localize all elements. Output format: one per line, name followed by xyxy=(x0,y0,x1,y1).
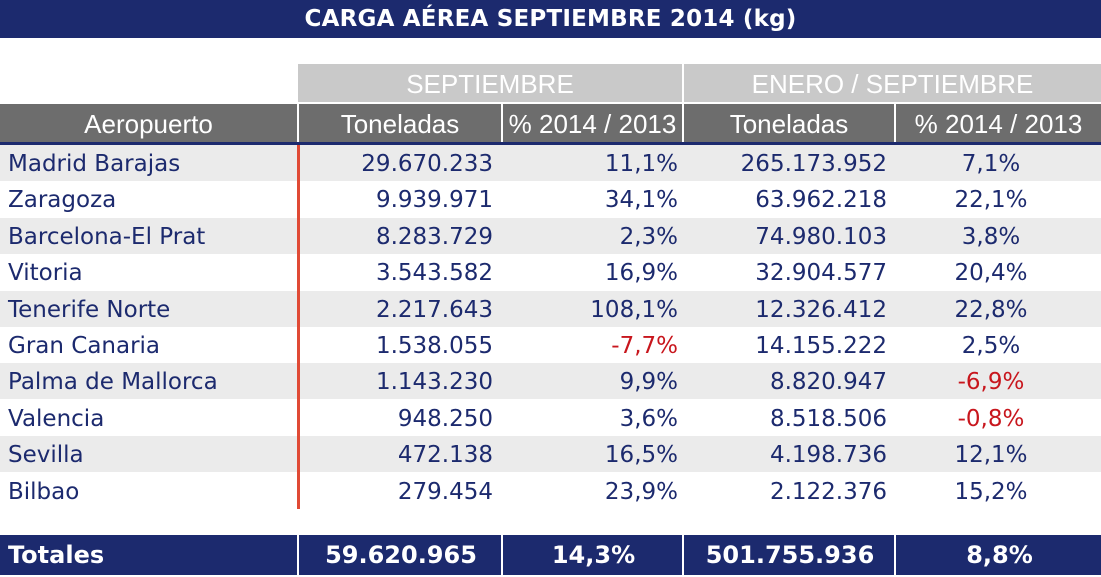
cell-pct-sep: 16,9% xyxy=(604,260,678,287)
table-row: Bilbao 279.454 23,9% 2.122.376 15,2% xyxy=(0,473,1101,509)
cell-aeropuerto: Barcelona-El Prat xyxy=(8,223,206,250)
cell-toneladas-sep: 9.939.971 xyxy=(375,187,493,214)
table-row: Palma de Mallorca 1.143.230 9,9% 8.820.947 -… xyxy=(0,363,1101,400)
totals-pct-ene-sep: 8,8% xyxy=(894,535,1101,575)
cell-pct-ene-sep: -0,8% xyxy=(957,405,1025,432)
cell-toneladas-ene-sep: 8.820.947 xyxy=(769,369,887,396)
table-row: Sevilla 472.138 16,5% 4.198.736 12,1% xyxy=(0,436,1101,473)
group-header-septiembre: SEPTIEMBRE xyxy=(298,64,682,102)
cell-aeropuerto: Bilbao xyxy=(8,478,80,505)
cell-aeropuerto: Zaragoza xyxy=(8,187,117,214)
cell-aeropuerto: Valencia xyxy=(8,405,105,432)
cell-pct-ene-sep: 7,1% xyxy=(961,151,1021,177)
cell-toneladas-sep: 948.250 xyxy=(397,405,493,432)
cell-toneladas-ene-sep: 63.962.218 xyxy=(755,187,887,214)
column-header-pct-ene-sep: % 2014 / 2013 xyxy=(896,104,1101,143)
cell-toneladas-sep: 1.538.055 xyxy=(375,333,493,359)
cell-toneladas-ene-sep: 2.122.376 xyxy=(769,478,887,505)
table-row: Zaragoza 9.939.971 34,1% 63.962.218 22,1% xyxy=(0,181,1101,217)
cell-toneladas-sep: 2.217.643 xyxy=(375,296,493,323)
cell-toneladas-sep: 8.283.729 xyxy=(375,223,493,250)
cell-toneladas-ene-sep: 74.980.103 xyxy=(755,223,887,250)
cell-pct-sep: 2,3% xyxy=(619,223,678,250)
cell-pct-ene-sep: 3,8% xyxy=(961,223,1021,250)
cell-pct-sep: 9,9% xyxy=(619,369,678,396)
cell-toneladas-sep: 472.138 xyxy=(397,442,493,469)
cell-toneladas-ene-sep: 14.155.222 xyxy=(755,333,887,359)
table-row: Vitoria 3.543.582 16,9% 32.904.577 20,4% xyxy=(0,254,1101,290)
cell-pct-ene-sep: 12,1% xyxy=(954,442,1028,469)
cell-pct-sep: 108,1% xyxy=(590,296,678,323)
column-header-toneladas-sep: Toneladas xyxy=(299,104,501,143)
cell-pct-ene-sep: 22,8% xyxy=(954,296,1028,323)
cell-pct-ene-sep: 20,4% xyxy=(954,260,1028,287)
cell-aeropuerto: Madrid Barajas xyxy=(8,151,181,177)
cell-toneladas-ene-sep: 12.326.412 xyxy=(755,296,887,323)
totals-label: Totales xyxy=(0,535,297,575)
table-row: Valencia 948.250 3,6% 8.518.506 -0,8% xyxy=(0,400,1101,436)
cell-aeropuerto: Sevilla xyxy=(8,442,84,469)
cell-aeropuerto: Tenerife Norte xyxy=(8,296,171,323)
cell-toneladas-ene-sep: 4.198.736 xyxy=(769,442,887,469)
column-divider xyxy=(297,145,300,509)
cell-pct-sep: 34,1% xyxy=(604,187,678,214)
cell-pct-sep: 3,6% xyxy=(619,405,678,432)
header-divider xyxy=(0,142,1101,145)
totals-pct-sep: 14,3% xyxy=(501,535,684,575)
cell-toneladas-sep: 3.543.582 xyxy=(375,260,493,287)
column-header-toneladas-ene-sep: Toneladas xyxy=(684,104,894,143)
cell-toneladas-ene-sep: 265.173.952 xyxy=(740,151,887,177)
cell-aeropuerto: Vitoria xyxy=(8,260,83,287)
cell-pct-ene-sep: 22,1% xyxy=(954,187,1028,214)
table-row: Gran Canaria 1.538.055 -7,7% 14.155.222 2,5% xyxy=(0,327,1101,363)
cell-toneladas-ene-sep: 32.904.577 xyxy=(755,260,887,287)
cell-pct-sep: -7,7% xyxy=(611,333,678,359)
cell-toneladas-sep: 1.143.230 xyxy=(375,369,493,396)
cell-pct-sep: 11,1% xyxy=(604,151,678,177)
page-title: CARGA AÉREA SEPTIEMBRE 2014 (kg) xyxy=(0,0,1101,38)
cell-pct-ene-sep: 2,5% xyxy=(961,333,1021,359)
cell-toneladas-sep: 29.670.233 xyxy=(361,151,493,177)
cell-pct-sep: 23,9% xyxy=(604,478,678,505)
totals-toneladas-sep: 59.620.965 xyxy=(297,535,503,575)
cell-toneladas-ene-sep: 8.518.506 xyxy=(769,405,887,432)
table-row: Madrid Barajas 29.670.233 11,1% 265.173.952… xyxy=(0,145,1101,181)
column-header-pct-sep: % 2014 / 2013 xyxy=(503,104,682,143)
cell-aeropuerto: Gran Canaria xyxy=(8,333,161,359)
table-row: Barcelona-El Prat 8.283.729 2,3% 74.980.103… xyxy=(0,217,1101,254)
table-row: Tenerife Norte 2.217.643 108,1% 12.326.412 2… xyxy=(0,290,1101,327)
group-header-enero-septiembre: ENERO / SEPTIEMBRE xyxy=(684,64,1101,102)
cell-pct-ene-sep: -6,9% xyxy=(957,369,1025,396)
cell-pct-sep: 16,5% xyxy=(604,442,678,469)
totals-toneladas-ene-sep: 501.755.936 xyxy=(682,535,896,575)
cell-toneladas-sep: 279.454 xyxy=(397,478,493,505)
cell-pct-ene-sep: 15,2% xyxy=(954,478,1028,505)
cell-aeropuerto: Palma de Mallorca xyxy=(8,369,218,396)
column-header-aeropuerto: Aeropuerto xyxy=(0,104,297,143)
